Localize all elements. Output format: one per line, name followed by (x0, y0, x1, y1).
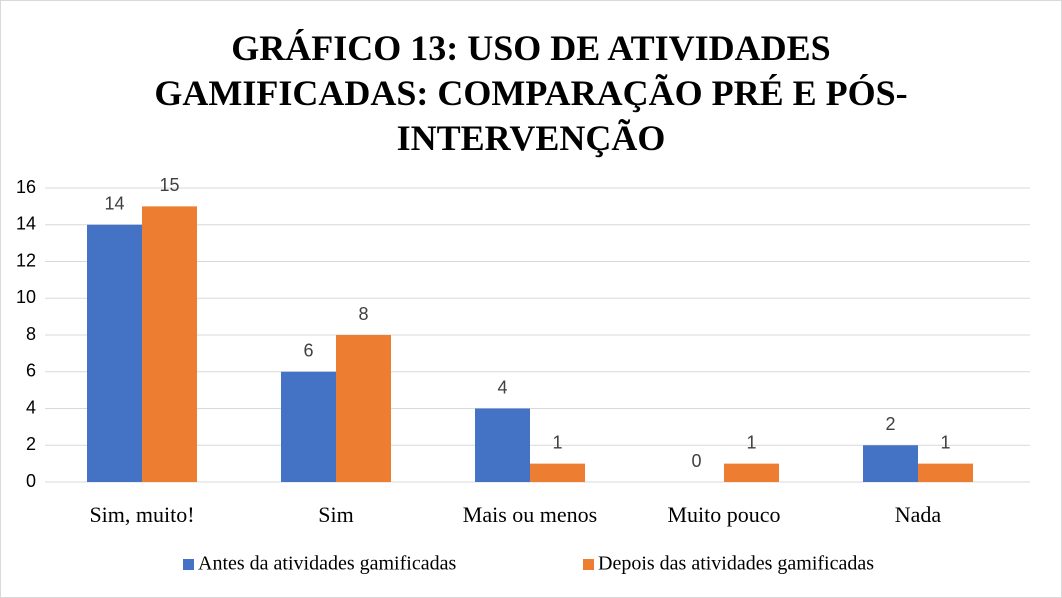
y-tick-label: 4 (26, 397, 36, 417)
y-tick-label: 2 (26, 434, 36, 454)
y-tick-label: 16 (16, 177, 36, 197)
chart-title: GRÁFICO 13: USO DE ATIVIDADES GAMIFICADA… (154, 28, 908, 158)
data-label: 15 (159, 175, 179, 195)
legend-label: Depois das atividades gamificadas (598, 553, 874, 575)
data-label: 1 (940, 432, 950, 452)
bar (142, 206, 197, 482)
legend-swatch (583, 559, 594, 570)
x-tick-label: Sim, muito! (89, 502, 194, 527)
bar (336, 335, 391, 482)
x-tick-label: Muito pouco (667, 502, 780, 527)
y-tick-label: 0 (26, 471, 36, 491)
data-label: 8 (358, 304, 368, 324)
bar (724, 463, 779, 482)
y-tick-label: 12 (16, 250, 36, 270)
bar (281, 371, 336, 482)
x-tick-label: Sim (318, 502, 353, 527)
legend-label: Antes da atividades gamificadas (198, 553, 456, 575)
data-label: 14 (104, 194, 124, 214)
x-tick-label: Mais ou menos (463, 502, 597, 527)
y-tick-label: 10 (16, 287, 36, 307)
data-label: 2 (885, 414, 895, 434)
data-label: 6 (303, 341, 313, 361)
legend-swatch (183, 559, 194, 570)
bar (918, 463, 973, 482)
x-tick-label: Nada (895, 502, 942, 527)
y-tick-label: 14 (16, 214, 36, 234)
bar (87, 224, 142, 482)
bar (475, 408, 530, 482)
bar (863, 445, 918, 482)
y-tick-label: 6 (26, 361, 36, 381)
data-label: 1 (746, 432, 756, 452)
bar (530, 463, 585, 482)
data-label: 4 (497, 377, 507, 397)
data-label: 1 (552, 432, 562, 452)
y-tick-label: 8 (26, 324, 36, 344)
data-label: 0 (691, 451, 701, 471)
